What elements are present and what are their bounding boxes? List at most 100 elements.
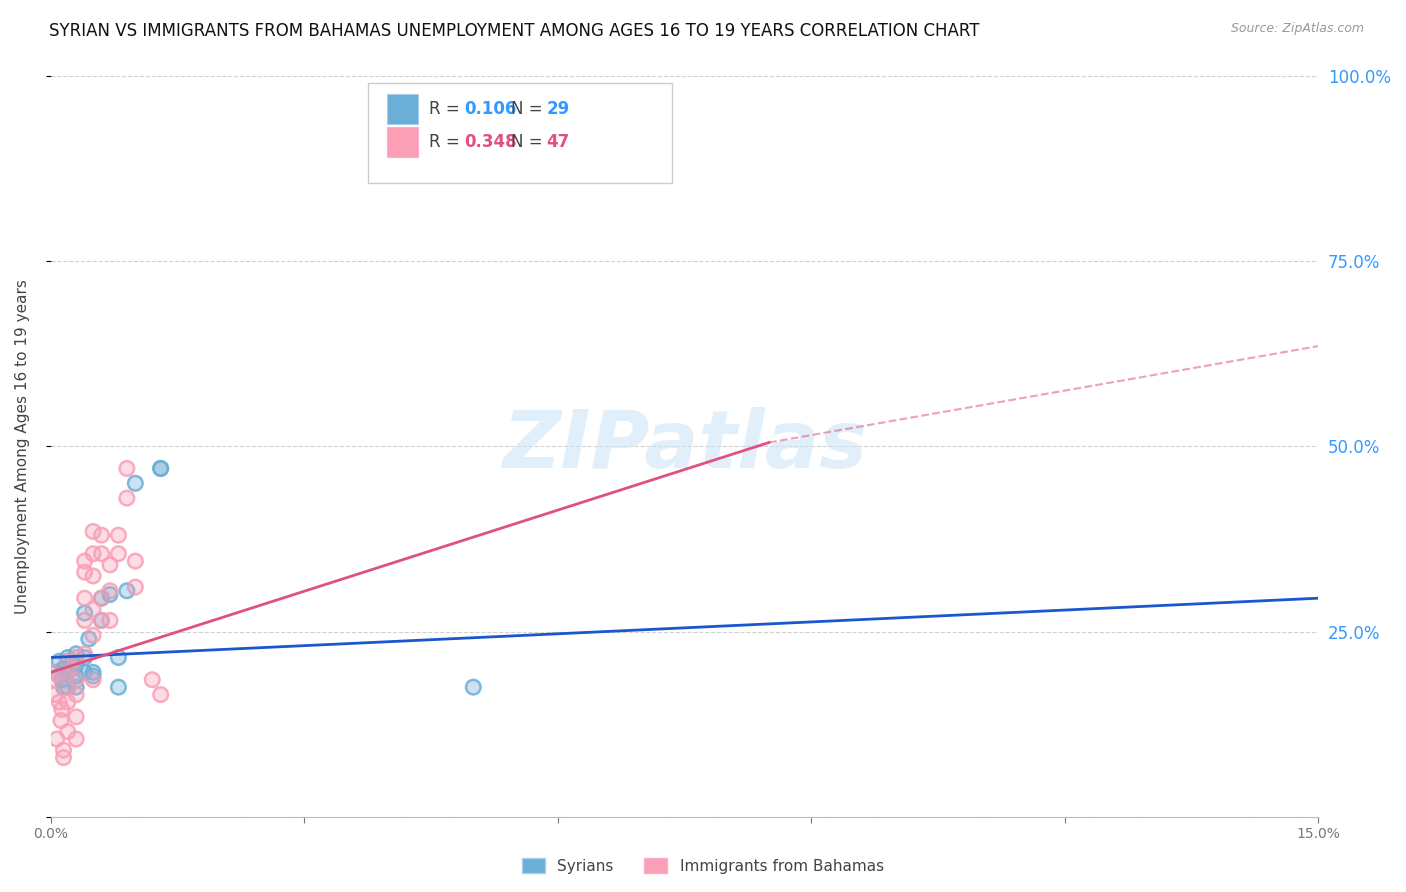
Point (73, 591, 96, 606)
Point (45, 732, 67, 747)
Point (141, 673, 163, 687)
Point (65, 657, 87, 672)
Y-axis label: Unemployment Among Ages 16 to 19 years: Unemployment Among Ages 16 to 19 years (15, 279, 30, 614)
Point (90, 614, 112, 628)
Point (149, 688, 172, 702)
Point (107, 650, 129, 665)
Point (141, 673, 163, 687)
Point (42, 665, 65, 680)
Point (149, 688, 172, 702)
Point (65, 688, 87, 702)
Point (65, 680, 87, 694)
Point (98, 587, 121, 601)
Point (56, 665, 79, 680)
Point (73, 665, 96, 680)
Point (60, 662, 83, 676)
Point (65, 650, 87, 665)
Point (73, 647, 96, 661)
Point (52, 743, 75, 757)
Point (90, 591, 112, 606)
Point (52, 743, 75, 757)
Point (73, 606, 96, 620)
Text: SYRIAN VS IMMIGRANTS FROM BAHAMAS UNEMPLOYMENT AMONG AGES 16 TO 19 YEARS CORRELA: SYRIAN VS IMMIGRANTS FROM BAHAMAS UNEMPL… (49, 22, 980, 40)
Point (82, 628, 104, 642)
Point (73, 591, 96, 606)
Text: Source: ZipAtlas.com: Source: ZipAtlas.com (1230, 22, 1364, 36)
Point (48, 669, 70, 683)
Point (107, 680, 129, 694)
Point (56, 665, 79, 680)
Point (45, 732, 67, 747)
Point (98, 558, 121, 572)
Point (73, 566, 96, 580)
Point (82, 602, 104, 616)
Point (149, 461, 172, 475)
Point (82, 524, 104, 539)
Point (65, 647, 87, 661)
Point (42, 665, 65, 680)
Point (44, 665, 66, 680)
Point (65, 657, 87, 672)
Point (65, 680, 87, 694)
Point (56, 680, 79, 694)
Point (48, 695, 70, 709)
Point (463, 680, 485, 694)
Point (52, 662, 75, 676)
Point (115, 583, 138, 598)
Point (60, 662, 83, 676)
Point (124, 580, 146, 594)
Point (124, 554, 146, 568)
Point (65, 732, 87, 747)
Point (48, 654, 70, 668)
Point (90, 614, 112, 628)
Text: N =: N = (510, 100, 548, 118)
Point (56, 654, 79, 668)
Point (65, 710, 87, 724)
Point (90, 547, 112, 561)
Point (82, 569, 104, 583)
Text: N =: N = (510, 133, 548, 152)
Point (56, 680, 79, 694)
Text: R =: R = (429, 133, 464, 152)
Point (48, 669, 70, 683)
Point (82, 669, 104, 683)
Point (107, 528, 129, 542)
Point (60, 662, 83, 676)
Point (56, 665, 79, 680)
Text: 47: 47 (547, 133, 569, 152)
Point (49, 714, 72, 728)
Point (56, 650, 79, 665)
Point (65, 669, 87, 683)
Point (124, 476, 146, 491)
Point (98, 583, 121, 598)
Point (73, 665, 96, 680)
Point (73, 650, 96, 665)
Legend: Syrians, Immigrants from Bahamas: Syrians, Immigrants from Bahamas (516, 852, 890, 880)
Point (115, 491, 138, 505)
Point (107, 528, 129, 542)
Point (56, 695, 79, 709)
Point (124, 580, 146, 594)
Point (90, 528, 112, 542)
Point (52, 680, 75, 694)
Text: 0.348: 0.348 (464, 133, 516, 152)
Point (52, 680, 75, 694)
Point (56, 650, 79, 665)
Point (98, 614, 121, 628)
Point (56, 680, 79, 694)
Point (49, 714, 72, 728)
Point (82, 665, 104, 680)
Point (82, 524, 104, 539)
Point (73, 554, 96, 568)
Point (52, 750, 75, 764)
Point (463, 680, 485, 694)
Point (56, 724, 79, 739)
Point (82, 665, 104, 680)
Point (44, 688, 66, 702)
Point (98, 583, 121, 598)
Point (56, 654, 79, 668)
Point (82, 669, 104, 683)
Point (98, 558, 121, 572)
Point (65, 710, 87, 724)
Point (56, 695, 79, 709)
